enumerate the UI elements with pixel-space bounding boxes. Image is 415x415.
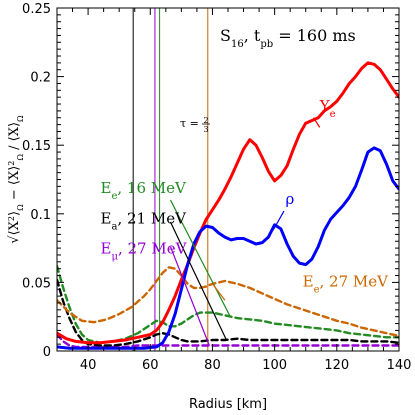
series-line-5 <box>57 266 399 338</box>
y-tick-label: 0.15 <box>22 139 51 154</box>
series-label-0: Ye <box>319 97 336 120</box>
y-title-term-1: ⟨X <box>7 220 22 235</box>
x-tick-label: 40 <box>80 358 97 373</box>
series-label-sub-5: e <box>314 284 320 295</box>
x-tick-label: 120 <box>324 358 349 373</box>
x-tick-label: 100 <box>262 358 287 373</box>
series-label-3: Ea, 21 MeV <box>101 209 188 232</box>
series-label-main-2: E <box>101 179 112 197</box>
y-axis-title: √⟨X2⟩Ω − ⟨X⟩2Ω / ⟨X⟩Ω <box>7 115 25 244</box>
chart-labels: 40 60 80 100 120 140 0 0.05 0.1 0.15 0.2 0.25 Radius… <box>7 2 412 412</box>
pointer-line-5 <box>312 117 321 128</box>
series-label-value-4: , 27 MeV <box>118 240 188 258</box>
y-tick-label: 0 <box>43 345 51 360</box>
tau-numerator: 2 <box>203 116 208 125</box>
series-label-5: Ee, 27 MeV <box>303 273 390 296</box>
tau-denominator: 3 <box>203 125 208 134</box>
title-sep: , <box>244 26 254 45</box>
series-label-main-0: Y <box>319 97 331 115</box>
title-time-var: t <box>254 26 261 45</box>
pointer-line-3 <box>211 283 226 301</box>
title-model: S <box>220 26 231 45</box>
y-tick-label: 0.25 <box>22 2 51 17</box>
title-model-sub: 16 <box>231 39 244 50</box>
series-label-value-5: , 27 MeV <box>319 273 389 291</box>
pointer-line-4 <box>272 210 285 231</box>
y-title-sub-2: Ω <box>16 154 25 161</box>
series-label-sub-4: μ <box>111 251 118 262</box>
x-tick-label: 60 <box>142 358 159 373</box>
x-axis-title: Radius [km] <box>189 397 267 412</box>
y-tick-label: 0.1 <box>30 208 51 223</box>
pointer-line-0 <box>169 199 231 316</box>
title-time-sub: pb <box>260 39 273 50</box>
series-line-0 <box>57 61 399 345</box>
series-label-main-4: E <box>101 240 112 258</box>
y-title-exp-1: 2 <box>7 216 16 221</box>
tau-label: τ = <box>180 117 199 130</box>
series-line-1 <box>57 146 399 350</box>
series-label-sub-3: a <box>111 221 117 232</box>
y-title-sub-1: Ω <box>16 204 25 211</box>
series-label-2: Ee, 16 MeV <box>101 179 188 202</box>
y-title-term-3: / ⟨X⟩ <box>7 122 22 154</box>
title-time-value: = 160 ms <box>273 26 356 45</box>
sqrt-sign: √ <box>7 235 22 244</box>
plot-content <box>57 8 399 351</box>
series-label-main-1: ρ <box>286 190 295 208</box>
y-title-bracket-1: ⟩ <box>7 211 22 216</box>
x-tick-label: 80 <box>204 358 221 373</box>
series-label-value-2: , 16 MeV <box>117 179 187 197</box>
series-label-sub-0: e <box>330 108 336 119</box>
series-label-sub-2: e <box>111 191 117 202</box>
series-label-4: Eμ, 27 MeV <box>101 240 188 263</box>
series-label-main-5: E <box>303 273 314 291</box>
x-tick-label: 140 <box>387 358 412 373</box>
pointer-line-2 <box>169 246 210 346</box>
series-label-value-3: , 21 MeV <box>117 209 187 227</box>
series-line-3 <box>57 278 399 347</box>
plot-area <box>57 8 399 351</box>
y-title-term-2: − ⟨X⟩ <box>7 166 22 205</box>
y-title-sub-3: Ω <box>16 115 25 122</box>
y-title-exp-2: 2 <box>7 161 16 166</box>
axis-ticks <box>56 7 400 352</box>
series-label-main-3: E <box>101 209 112 227</box>
y-tick-label: 0.05 <box>22 276 51 291</box>
pointer-line-1 <box>169 221 227 341</box>
y-tick-label: 0.2 <box>30 71 51 86</box>
chart-title: S16, tpb = 160 ms <box>220 26 356 50</box>
series-label-1: ρ <box>286 190 295 208</box>
